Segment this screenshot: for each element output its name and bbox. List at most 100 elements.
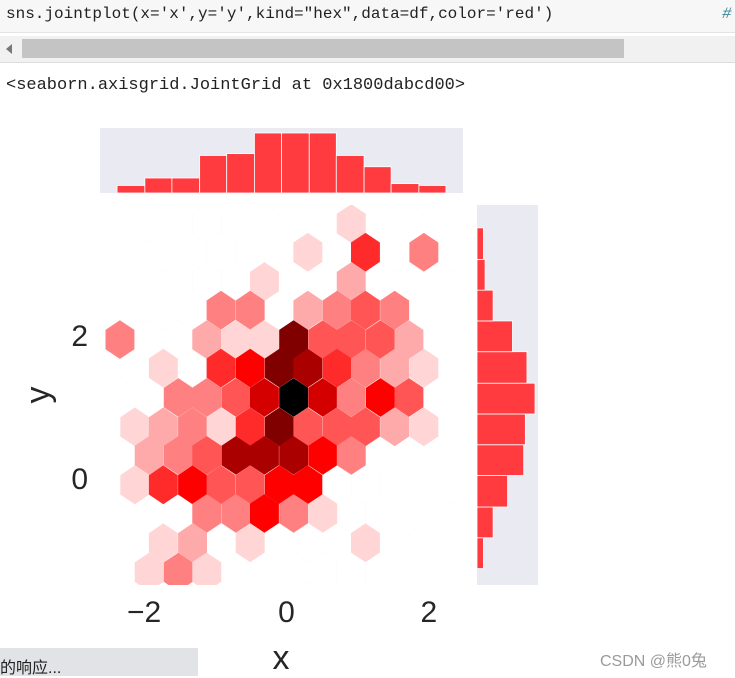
empty-hex: [539, 553, 568, 592]
scroll-left-arrow[interactable]: [6, 44, 12, 54]
histogram-bar: [476, 289, 494, 322]
empty-hex: [323, 205, 351, 214]
empty-hex: [452, 439, 463, 473]
empty-hex: [365, 205, 395, 243]
empty-hex: [105, 378, 135, 418]
code-cell[interactable]: sns.jointplot(x='x',y='y',kind="hex",dat…: [0, 0, 735, 33]
empty-hex: [568, 495, 597, 534]
empty-hex: [597, 437, 626, 476]
watermark: CSDN @熊0兔: [600, 653, 707, 670]
hex-cell: [250, 320, 279, 359]
empty-hex: [163, 205, 193, 243]
hex-cell: [366, 378, 395, 417]
empty-hex: [207, 640, 236, 676]
empty-hex: [105, 552, 135, 585]
empty-hex: [207, 205, 235, 214]
empty-hex: [322, 233, 352, 272]
empty-hex: [597, 495, 626, 534]
hex-cell: [134, 436, 164, 475]
empty-hex: [539, 611, 568, 650]
scroll-thumb[interactable]: [22, 39, 624, 58]
empty-hex: [568, 204, 597, 243]
empty-hex: [100, 205, 119, 214]
empty-hex: [583, 350, 612, 389]
hex-cell: [206, 465, 236, 505]
empty-hex: [568, 437, 597, 476]
empty-hex: [583, 233, 612, 272]
empty-hex: [496, 582, 525, 621]
empty-hex: [120, 233, 149, 272]
hex-cell: [293, 232, 323, 272]
empty-hex: [395, 611, 424, 650]
empty-hex: [120, 349, 149, 389]
empty-hex: [48, 262, 77, 301]
empty-hex: [150, 205, 177, 214]
empty-hex: [221, 262, 251, 302]
empty-hex: [439, 205, 463, 214]
hex-cell: [293, 465, 323, 505]
empty-hex: [640, 291, 669, 330]
empty-hex: [438, 407, 463, 447]
empty-hex: [554, 117, 583, 156]
empty-hex: [626, 437, 655, 476]
histogram-bar: [335, 155, 365, 194]
empty-hex: [62, 175, 91, 214]
empty-hex: [438, 640, 467, 676]
empty-hex: [366, 611, 395, 650]
empty-hex: [423, 552, 453, 585]
empty-hex: [539, 204, 568, 243]
histogram-bar: [171, 177, 201, 194]
cell-output: <seaborn.axisgrid.JointGrid at 0x1800dab…: [6, 76, 466, 95]
empty-hex: [337, 611, 366, 650]
empty-hex: [452, 323, 463, 357]
empty-hex: [265, 205, 293, 214]
hex-cell: [279, 436, 309, 475]
empty-hex: [481, 146, 510, 185]
histogram-bar: [476, 258, 486, 291]
empty-hex: [568, 669, 597, 676]
hex-cell: [192, 378, 222, 417]
empty-hex: [496, 640, 525, 676]
empty-hex: [394, 205, 424, 243]
empty-hex: [597, 262, 626, 301]
hex-cell: [148, 465, 178, 505]
hex-cell: [366, 320, 395, 359]
empty-hex: [611, 350, 640, 389]
empty-hex: [120, 523, 149, 563]
empty-hex: [452, 555, 463, 585]
hex-cell: [120, 407, 150, 447]
hex-cell: [293, 290, 323, 330]
empty-hex: [626, 379, 655, 418]
hex-cell: [322, 348, 352, 388]
empty-hex: [179, 205, 206, 214]
empty-hex: [438, 523, 463, 563]
hex-cell: [221, 436, 251, 475]
empty-hex: [48, 553, 77, 592]
empty-hex: [274, 581, 284, 585]
empty-hex: [568, 611, 597, 650]
hex-cell: [394, 378, 424, 417]
empty-hex: [438, 349, 463, 389]
empty-hex: [583, 408, 612, 447]
empty-hex: [48, 204, 77, 243]
empty-hex: [510, 669, 539, 676]
empty-hex: [409, 291, 438, 331]
empty-hex: [583, 524, 612, 563]
empty-hex: [611, 291, 640, 330]
empty-hex: [163, 494, 193, 534]
horizontal-scrollbar[interactable]: [0, 36, 735, 63]
empty-hex: [568, 146, 597, 185]
empty-hex: [597, 204, 626, 243]
empty-hex: [597, 320, 626, 359]
empty-hex: [568, 553, 597, 592]
y-axis-label: y: [19, 387, 57, 404]
histogram-bar: [199, 155, 228, 194]
histogram-bar: [116, 185, 146, 194]
histogram-bar: [363, 166, 392, 194]
empty-hex: [409, 523, 438, 563]
hex-cell: [308, 378, 338, 417]
empty-hex: [394, 494, 424, 534]
empty-hex: [303, 581, 313, 585]
